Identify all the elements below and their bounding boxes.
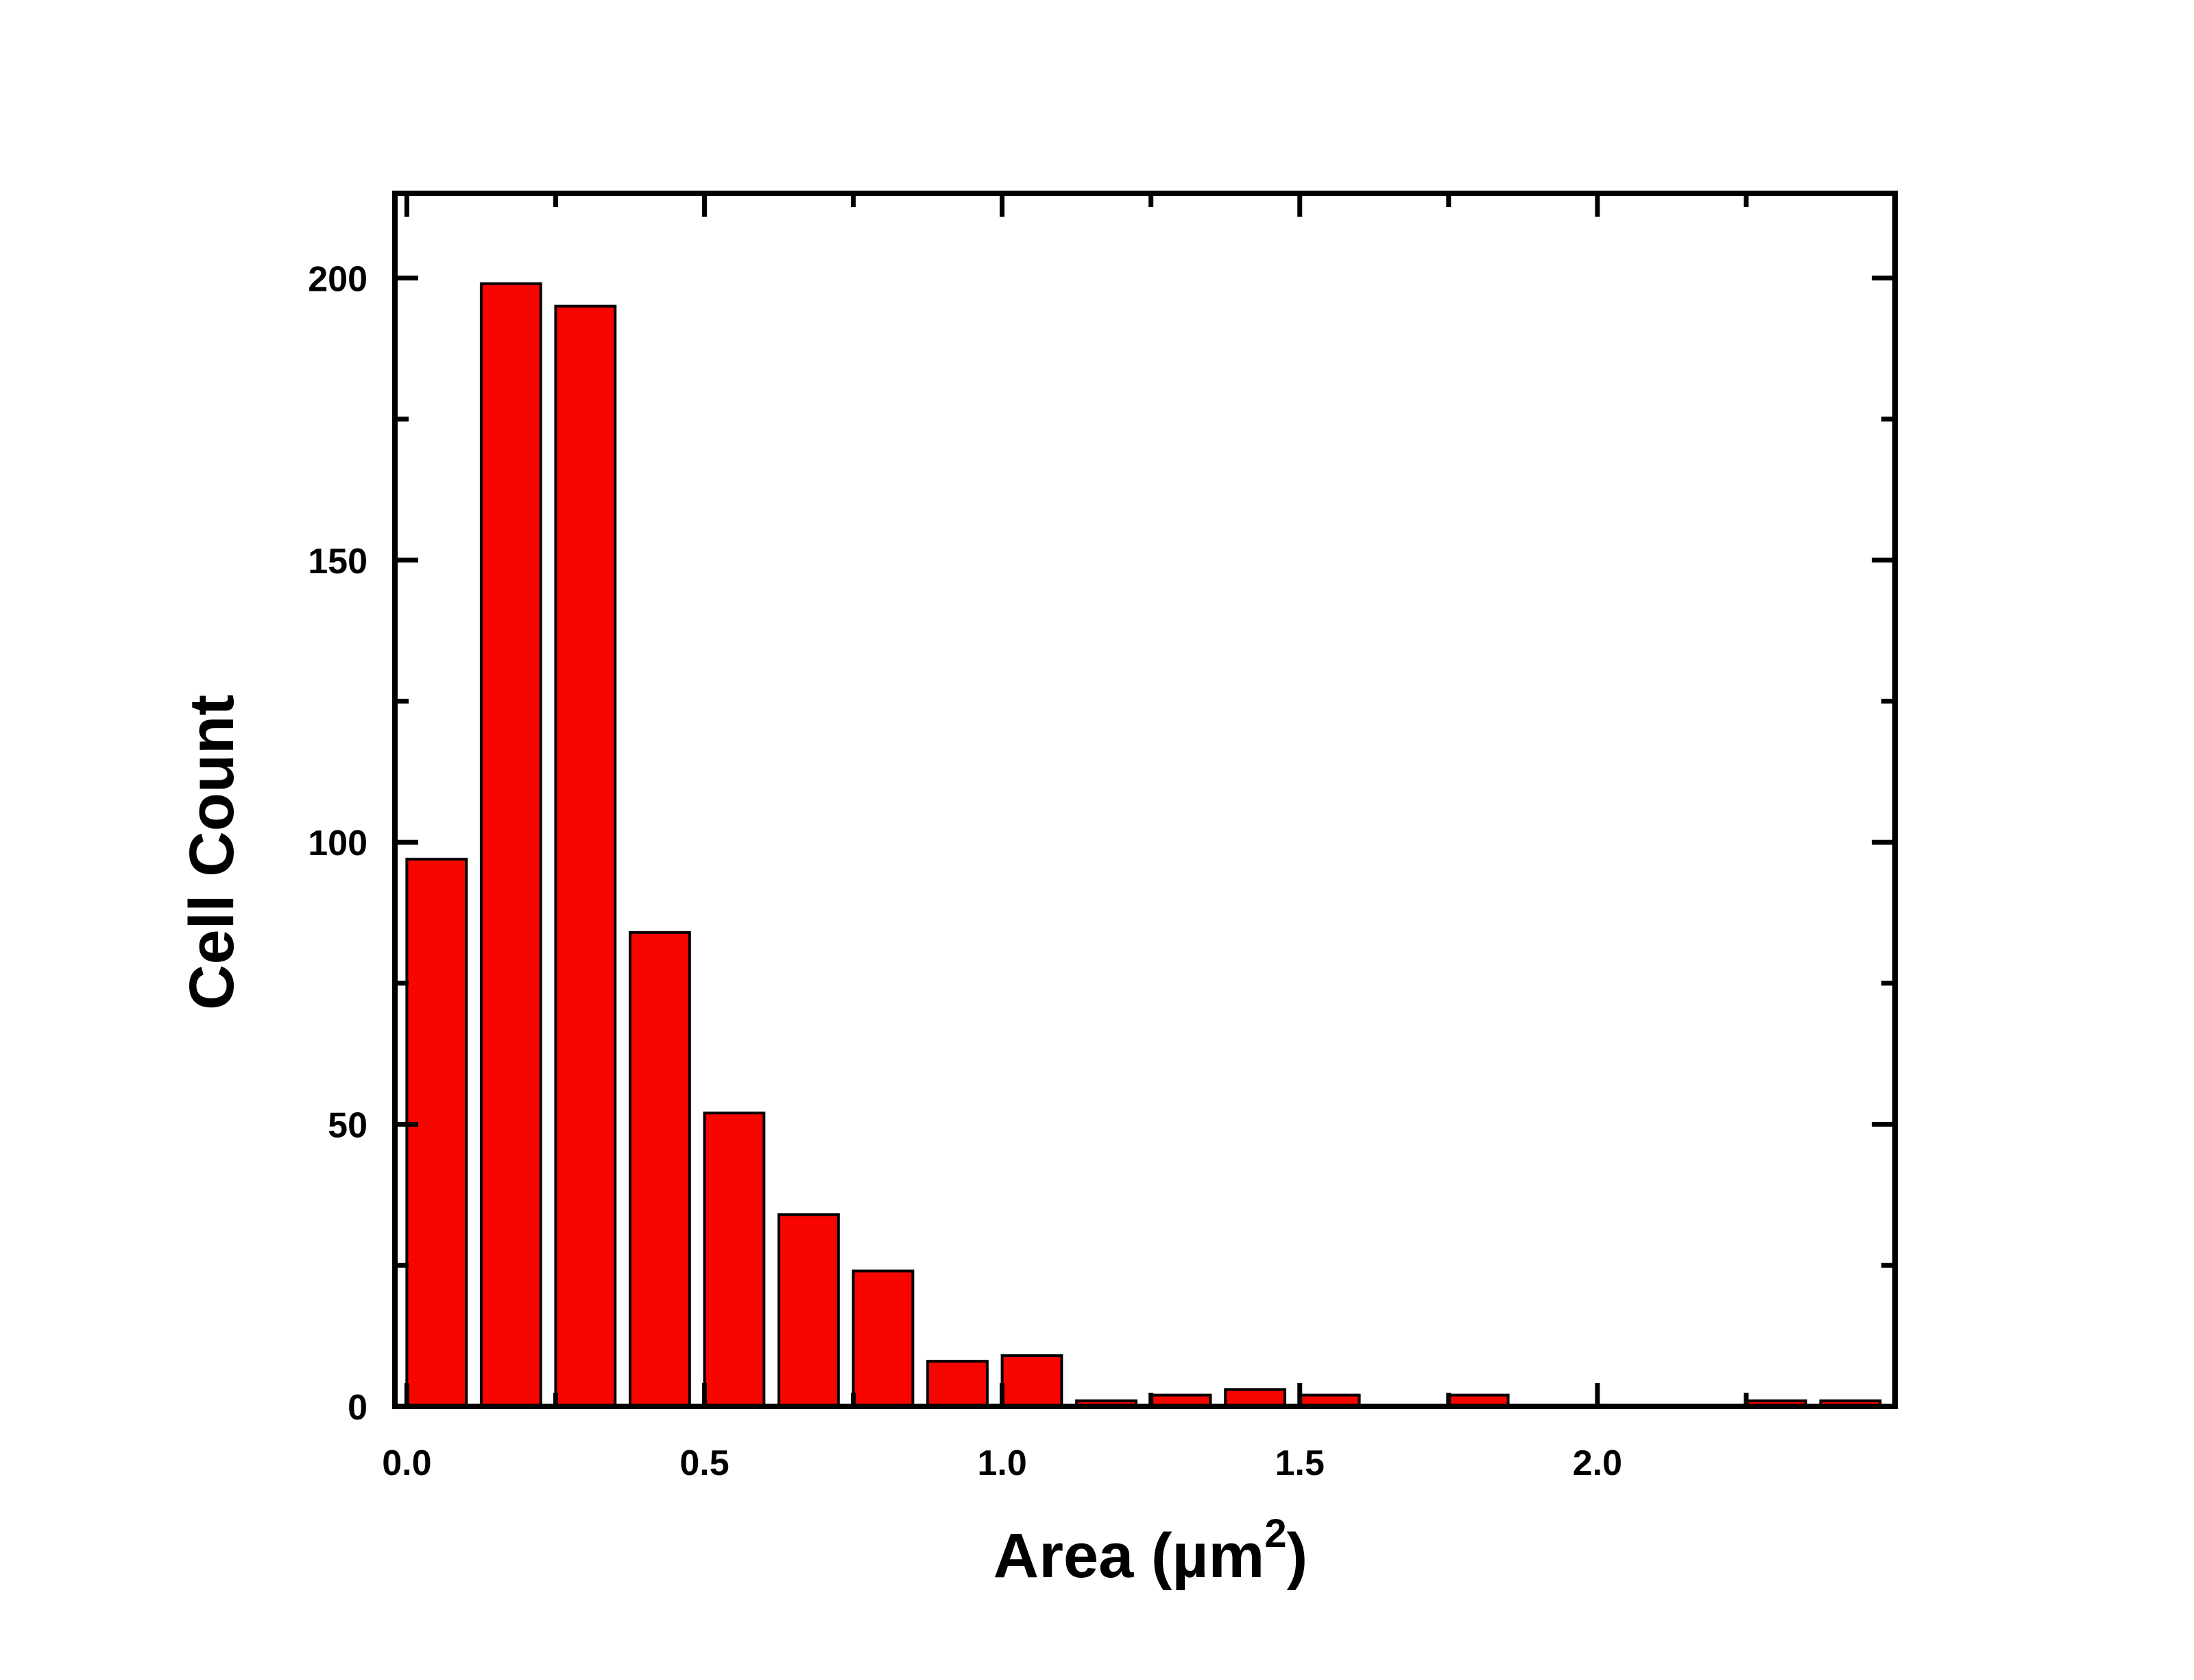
x-axis-title-main: Area ( — [993, 1521, 1172, 1591]
y-tick-label: 0 — [348, 1388, 367, 1428]
x-axis-title-superscript: 2 — [1264, 1511, 1286, 1556]
histogram-bar — [703, 1112, 766, 1408]
y-tick-label: 50 — [328, 1106, 367, 1146]
x-tick-label: 2.0 — [1573, 1443, 1622, 1483]
ticks-group — [395, 193, 1898, 1409]
y-tick-label: 150 — [308, 542, 367, 581]
bars-group — [405, 282, 1882, 1408]
histogram-bar — [852, 1269, 915, 1408]
histogram-bar — [777, 1213, 840, 1408]
x-axis-title: Area (µm2) — [993, 1511, 1308, 1591]
x-tick-label: 1.0 — [977, 1443, 1026, 1483]
x-tick-label: 0.0 — [382, 1443, 431, 1483]
histogram-bar — [1000, 1354, 1063, 1408]
histogram-bar — [479, 282, 542, 1408]
x-tick-label: 1.5 — [1275, 1443, 1325, 1483]
histogram-bar — [926, 1360, 989, 1408]
x-axis-title-unit: µm — [1172, 1521, 1265, 1591]
histogram-bar — [554, 304, 617, 1408]
plot-frame — [392, 191, 1898, 1409]
x-axis-title-close: ) — [1287, 1521, 1308, 1591]
y-axis-title: Cell Count — [177, 695, 247, 1010]
histogram-bar — [628, 931, 691, 1408]
tick-labels-group: 0.0 0.5 1.0 1.5 2.0 0 50 100 150 200 — [308, 259, 1622, 1483]
x-tick-label: 0.5 — [679, 1443, 729, 1483]
y-tick-label: 100 — [308, 824, 367, 863]
histogram-bar — [405, 857, 468, 1408]
y-tick-label: 200 — [308, 259, 367, 299]
